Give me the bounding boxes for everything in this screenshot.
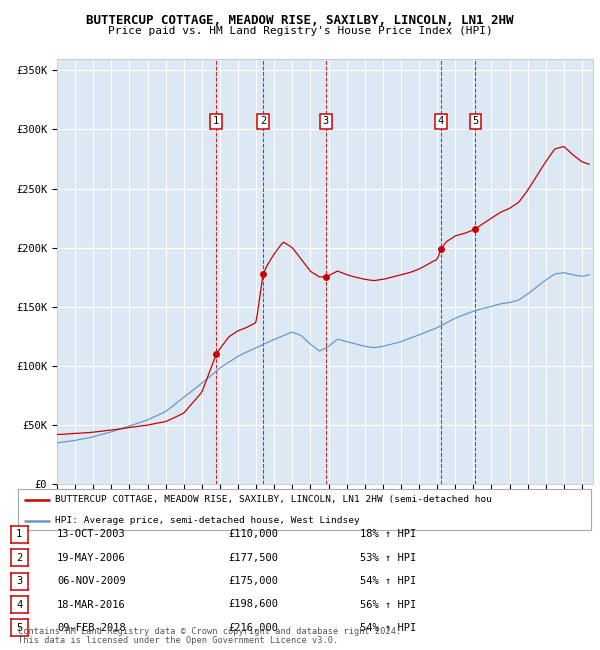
Text: 56% ↑ HPI: 56% ↑ HPI (360, 599, 416, 610)
Text: £198,600: £198,600 (228, 599, 278, 610)
Text: 13-OCT-2003: 13-OCT-2003 (57, 529, 126, 539)
Text: 53% ↑ HPI: 53% ↑ HPI (360, 552, 416, 563)
Text: 2: 2 (260, 116, 266, 126)
Text: 5: 5 (472, 116, 478, 126)
Text: BUTTERCUP COTTAGE, MEADOW RISE, SAXILBY, LINCOLN, LN1 2HW: BUTTERCUP COTTAGE, MEADOW RISE, SAXILBY,… (86, 14, 514, 27)
Text: 19-MAY-2006: 19-MAY-2006 (57, 552, 126, 563)
Text: 09-FEB-2018: 09-FEB-2018 (57, 623, 126, 633)
Text: BUTTERCUP COTTAGE, MEADOW RISE, SAXILBY, LINCOLN, LN1 2HW (semi-detached hou: BUTTERCUP COTTAGE, MEADOW RISE, SAXILBY,… (55, 495, 492, 504)
Text: 54% ↑ HPI: 54% ↑ HPI (360, 576, 416, 586)
Text: HPI: Average price, semi-detached house, West Lindsey: HPI: Average price, semi-detached house,… (55, 516, 360, 525)
Text: 5: 5 (16, 623, 22, 633)
Text: £177,500: £177,500 (228, 552, 278, 563)
Text: £110,000: £110,000 (228, 529, 278, 539)
Text: 4: 4 (16, 599, 22, 610)
Text: 1: 1 (16, 529, 22, 539)
Text: 2: 2 (16, 552, 22, 563)
Text: 4: 4 (438, 116, 444, 126)
Text: This data is licensed under the Open Government Licence v3.0.: This data is licensed under the Open Gov… (18, 636, 338, 645)
Text: £175,000: £175,000 (228, 576, 278, 586)
Text: 3: 3 (16, 576, 22, 586)
Text: 54% ↑ HPI: 54% ↑ HPI (360, 623, 416, 633)
Text: Contains HM Land Registry data © Crown copyright and database right 2024.: Contains HM Land Registry data © Crown c… (18, 627, 401, 636)
Text: Price paid vs. HM Land Registry's House Price Index (HPI): Price paid vs. HM Land Registry's House … (107, 26, 493, 36)
Text: 3: 3 (323, 116, 329, 126)
Text: 06-NOV-2009: 06-NOV-2009 (57, 576, 126, 586)
Text: 18-MAR-2016: 18-MAR-2016 (57, 599, 126, 610)
Text: £216,000: £216,000 (228, 623, 278, 633)
Text: 1: 1 (213, 116, 219, 126)
Text: 18% ↑ HPI: 18% ↑ HPI (360, 529, 416, 539)
